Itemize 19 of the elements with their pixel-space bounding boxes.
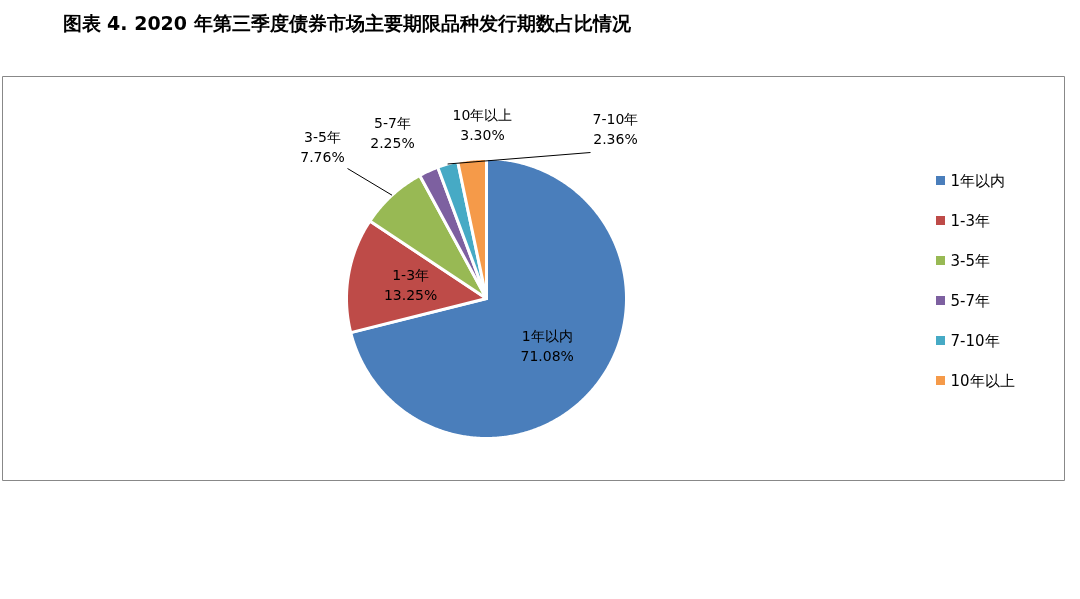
legend-label: 7-10年	[950, 331, 1000, 350]
data-label: 3.30%	[460, 126, 505, 143]
legend-label: 3-5年	[950, 251, 990, 270]
slice-label: 1-3年	[392, 267, 430, 284]
data-label: 13.25%	[383, 287, 438, 304]
legend-label: 1年以内	[950, 171, 1006, 190]
data-label: 7.76%	[300, 148, 345, 165]
slice-label: 10年以上	[452, 106, 513, 123]
chart-title: 图表 4. 2020 年第三季度债券市场主要期限品种发行期数占比情况	[62, 11, 632, 34]
data-label: 2.36%	[593, 130, 638, 147]
legend-label: 10年以上	[950, 371, 1015, 390]
slice-label: 1年以内	[521, 327, 573, 344]
data-label: 71.08%	[520, 347, 574, 364]
legend-label: 1-3年	[950, 211, 990, 230]
slice-label: 7-10年	[592, 110, 639, 127]
legend-label: 5-7年	[950, 291, 990, 310]
data-label: 2.25%	[370, 134, 415, 151]
slice-label: 5-7年	[374, 114, 411, 131]
slice-label: 3-5年	[304, 128, 341, 145]
